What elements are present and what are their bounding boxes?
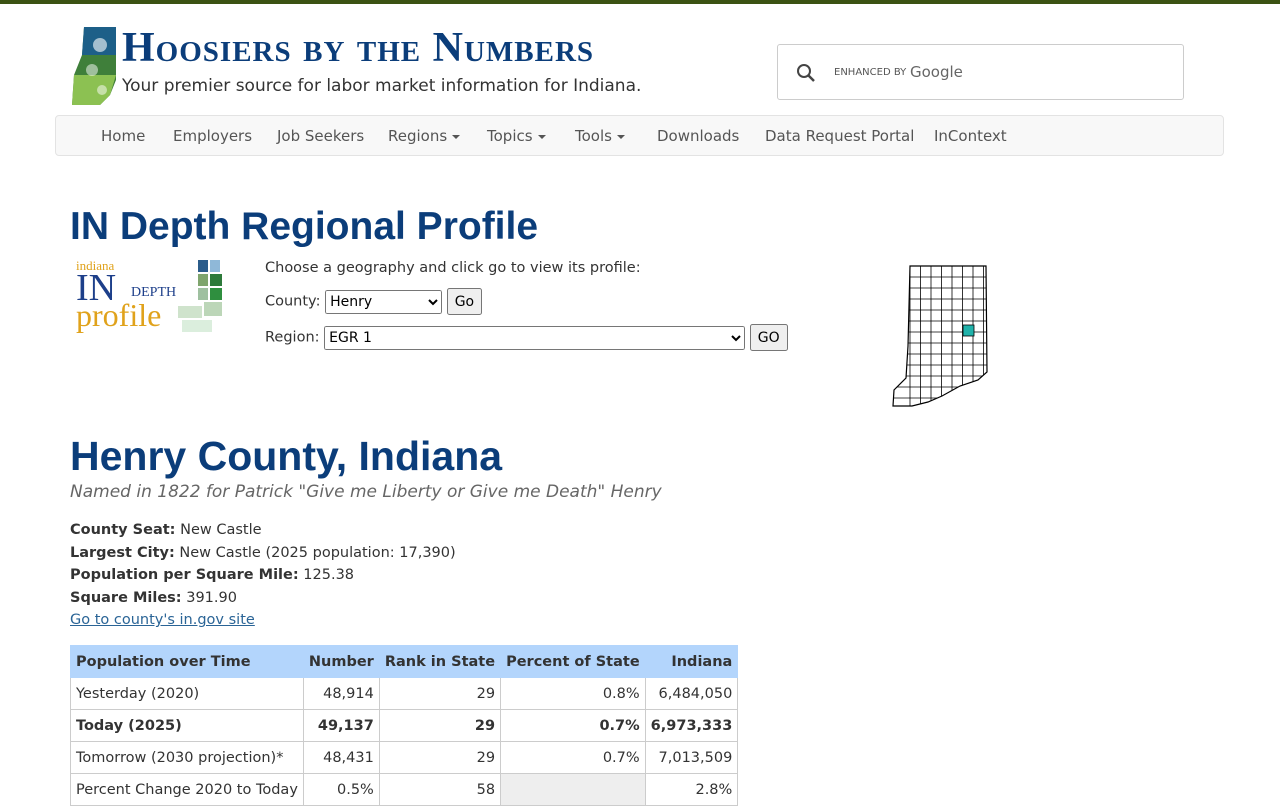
nav-item[interactable]: Job Seekers [277,127,364,145]
geo-form: Choose a geography and click go to view … [265,260,788,351]
nav-label[interactable]: InContext [934,127,1007,145]
table-cell: 29 [378,677,502,710]
fact: County Seat: New Castle [70,519,456,542]
nav-label[interactable]: Topics [487,127,533,145]
nav-item[interactable]: Topics [487,127,546,145]
fact-value: 391.90 [186,589,237,606]
county-heading: Henry County, Indiana [70,433,503,479]
logo-top: indiana [76,258,114,273]
table-cell: Tomorrow (2030 projection)* [70,741,304,774]
table-cell: 0.7% [500,741,646,774]
table-cell: 29 [378,709,502,742]
table-cell: 0.5% [302,773,380,806]
column-header: Number [302,645,380,678]
region-select[interactable]: EGR 1 [324,325,746,350]
link-row: Go to county's in.gov site [70,609,456,632]
site-logo[interactable] [70,25,120,105]
column-header: Percent of State [500,645,646,678]
table-cell: Today (2025) [70,709,304,742]
caret [616,134,625,139]
logo-bottom: profile [76,297,161,333]
nav-label[interactable]: Downloads [657,127,740,145]
table-row: Today (2025) 49,137 29 0.7% 6,973,333 [70,709,739,742]
fact-label: Population per Square Mile: [70,567,299,583]
table-cell: Yesterday (2020) [70,677,304,710]
region-row: Region: EGR 1 GO [265,324,788,351]
nav-item[interactable]: InContext [934,127,1007,145]
nav-label[interactable]: Tools [575,127,612,145]
column-header: Indiana [644,645,739,678]
fact-label: Largest City: [70,544,175,561]
fact-value: New Castle (2025 population: 17,390) [179,544,456,561]
nav-item[interactable]: Downloads [657,127,739,145]
county-link[interactable]: Go to county's in.gov site [70,612,255,628]
fact: Square Miles: 391.90 [70,587,456,610]
nav-item[interactable]: Regions [388,127,461,145]
county-facts: County Seat: New Castle Largest City: New… [70,519,456,632]
table-row: Tomorrow (2030 projection)* 48,431 29 0.7% 7… [70,741,739,774]
indepth-logo: indiana IN DEPTH profile [76,258,222,333]
site-title[interactable]: Hoosiers by the Numbers [122,25,595,71]
nav-item[interactable]: Employers [173,127,252,145]
nav-item[interactable]: Tools [575,127,625,145]
county-go[interactable]: Go [446,288,483,315]
nav-item[interactable]: Data Request Portal [765,127,914,145]
top-bar [0,0,1280,4]
region-go[interactable]: GO [749,324,788,351]
region-label: Region: [265,329,320,346]
fact-value: 125.38 [303,567,355,583]
empty-cell [500,773,646,806]
table-cell: 58 [378,773,502,806]
header-row: Population over Time Number Rank in State P… [70,645,739,678]
highlighted-county[interactable] [962,324,975,337]
county-map [892,265,988,407]
page-title: IN Depth Regional Profile [70,205,539,248]
caret [452,134,461,139]
fact-label: County Seat: [70,522,176,538]
county-row: County: Henry Go [265,288,788,315]
form-prompt: Choose a geography and click go to view … [265,260,641,276]
logo-depth: DEPTH [131,285,176,300]
county-select[interactable]: Henry [325,289,443,314]
column-header: Population over Time [70,645,304,678]
nav-label[interactable]: Home [101,127,146,145]
map-grid [893,266,987,406]
nav-label[interactable]: Data Request Portal [765,127,915,145]
search-icon[interactable] [796,63,816,83]
enhanced-by: enhanced by [834,67,907,78]
nav-label[interactable]: Regions [388,127,448,145]
fact-label: Square Miles: [70,589,182,606]
search-box[interactable]: enhanced by Google [777,44,1184,100]
table-cell: Percent Change 2020 to Today [70,773,304,806]
fact-value: New Castle [180,522,262,538]
table-row: Percent Change 2020 to Today 0.5% 58 2.8% [70,773,739,806]
fact: Population per Square Mile: 125.38 [70,564,456,587]
table-cell: 0.8% [500,677,646,710]
table-cell: 6,973,333 [644,709,739,742]
nav-item[interactable]: Home [101,127,145,145]
fact: Largest City: New Castle (2025 populatio… [70,542,456,565]
population-table: Population over Time Number Rank in State P… [70,645,739,806]
caret [537,134,546,139]
nav-label[interactable]: Job Seekers [277,127,365,145]
table-cell: 49,137 [302,709,380,742]
tagline: Your premier source for labor market inf… [122,76,642,96]
table-cell: 48,431 [302,741,380,774]
county-label: County: [265,293,321,310]
table-cell: 6,484,050 [644,677,739,710]
table-cell: 2.8% [644,773,739,806]
google: Google [910,63,963,81]
table-cell: 48,914 [302,677,380,710]
table-cell: 0.7% [500,709,646,742]
table-cell: 29 [378,741,502,774]
logo-big: IN [76,267,116,309]
table-cell: 7,013,509 [644,741,739,774]
column-header: Rank in State [378,645,502,678]
nav-label[interactable]: Employers [173,127,253,145]
table-row: Yesterday (2020) 48,914 29 0.8% 6,484,050 [70,677,739,710]
county-subtitle: Named in 1822 for Patrick "Give me Liber… [70,482,662,502]
navbar: Home Employers Job Seekers Regions Topics Too… [55,115,1224,156]
